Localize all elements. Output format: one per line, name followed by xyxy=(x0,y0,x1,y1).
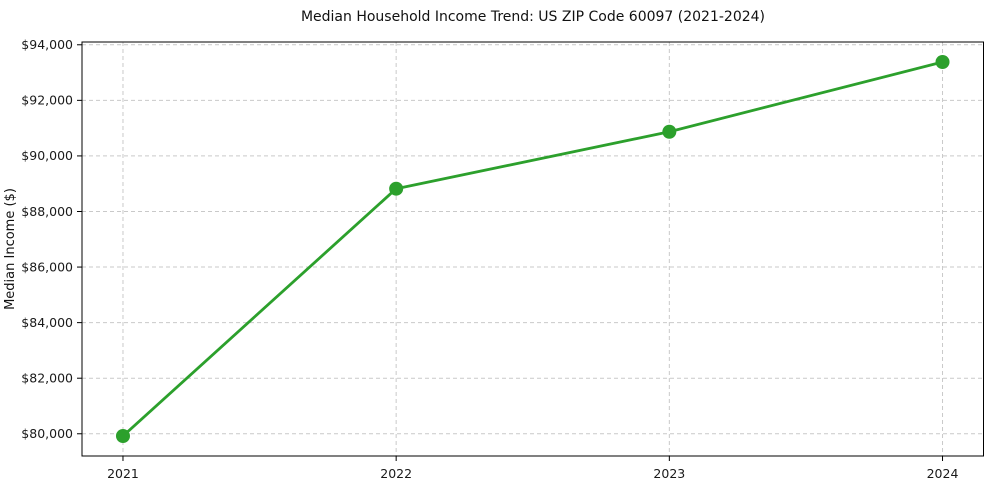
income-trend-line xyxy=(121,60,944,438)
data-point-marker xyxy=(389,181,404,196)
y-tick-label: $82,000 xyxy=(21,371,73,386)
x-tick-label: 2023 xyxy=(653,466,685,481)
labels: Median Household Income Trend: US ZIP Co… xyxy=(3,9,765,310)
y-tick-label: $80,000 xyxy=(21,426,73,441)
axes: $80,000 $82,000 $84,000 $86,000 $88,000 $90,0… xyxy=(21,37,984,481)
y-tick-label: $90,000 xyxy=(21,148,73,163)
x-tick-label: 2021 xyxy=(107,466,139,481)
x-tick-label: 2022 xyxy=(380,466,412,481)
x-tick-label: 2024 xyxy=(927,466,959,481)
data-point-marker xyxy=(115,428,130,443)
plot-border xyxy=(81,41,984,457)
chart-title: Median Household Income Trend: US ZIP Co… xyxy=(301,9,765,25)
gridlines xyxy=(82,42,984,456)
y-axis-label: Median Income ($) xyxy=(3,188,18,310)
data-series xyxy=(115,55,950,443)
y-tick-label: $94,000 xyxy=(21,37,73,52)
data-point-marker xyxy=(662,124,677,139)
y-tick-label: $92,000 xyxy=(21,93,73,108)
y-tick-label: $88,000 xyxy=(21,204,73,219)
y-tick-label: $84,000 xyxy=(21,315,73,330)
y-tick-label: $86,000 xyxy=(21,259,73,274)
data-point-marker xyxy=(935,55,950,70)
